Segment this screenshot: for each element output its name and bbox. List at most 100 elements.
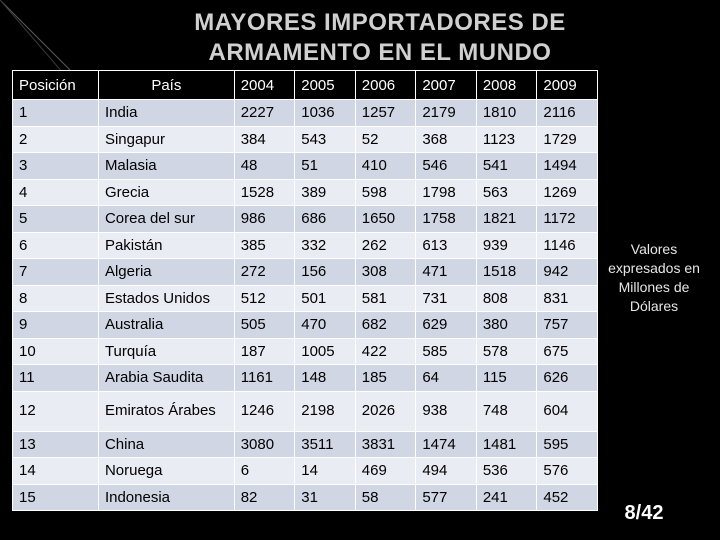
table-cell: 332 bbox=[294, 231, 356, 259]
table-cell: 1246 bbox=[233, 390, 296, 432]
table-header-row: Posición País 2004 2005 2006 2007 2008 2009 bbox=[12, 70, 598, 100]
table-cell: 585 bbox=[415, 337, 477, 365]
table-cell: Indonesia bbox=[97, 483, 235, 511]
table-cell: 12 bbox=[12, 390, 99, 432]
table-cell: 675 bbox=[536, 337, 598, 365]
table-cell: 368 bbox=[415, 125, 477, 153]
table-cell: 578 bbox=[475, 337, 538, 365]
column-header: Posición bbox=[12, 70, 99, 100]
table-body: 1 India 2227 1036 1257 2179 1810 2116 2 Singapur 3… bbox=[12, 99, 598, 511]
table-cell: 1494 bbox=[536, 152, 598, 180]
table-cell: 1650 bbox=[354, 205, 417, 233]
table-cell: 4 bbox=[12, 178, 99, 206]
table-cell: 52 bbox=[354, 125, 417, 153]
table-cell: 748 bbox=[475, 390, 538, 432]
table-cell: 31 bbox=[294, 483, 356, 511]
table-cell: 757 bbox=[536, 311, 598, 339]
table-cell: 58 bbox=[354, 483, 417, 511]
table-row: 5 Corea del sur 986 686 1650 1758 1821 1172 bbox=[12, 205, 598, 233]
table-cell: 942 bbox=[536, 258, 598, 286]
table-cell: 452 bbox=[536, 483, 598, 511]
table-cell: 682 bbox=[354, 311, 417, 339]
table-cell: 541 bbox=[475, 152, 538, 180]
table-cell: 3080 bbox=[233, 430, 296, 458]
table-cell: 262 bbox=[354, 231, 417, 259]
table-cell: 1810 bbox=[475, 99, 538, 127]
table-cell: 470 bbox=[294, 311, 356, 339]
table-cell: 385 bbox=[233, 231, 296, 259]
page-title: MAYORES IMPORTADORES DE ARMAMENTO EN EL … bbox=[194, 9, 566, 66]
table-cell: 1036 bbox=[294, 99, 356, 127]
table-cell: 501 bbox=[294, 284, 356, 312]
table-cell: 51 bbox=[294, 152, 356, 180]
importers-table: Posición País 2004 2005 2006 2007 2008 2009 1 In… bbox=[12, 70, 598, 511]
table-cell: 808 bbox=[475, 284, 538, 312]
table-cell: Turquía bbox=[97, 337, 235, 365]
table-cell: 82 bbox=[233, 483, 296, 511]
table-cell: 2026 bbox=[354, 390, 417, 432]
table-cell: 546 bbox=[415, 152, 477, 180]
table-cell: 686 bbox=[294, 205, 356, 233]
column-header: 2009 bbox=[536, 70, 598, 100]
table-cell: 13 bbox=[12, 430, 99, 458]
table-cell: 1161 bbox=[233, 364, 296, 392]
table-cell: 1528 bbox=[233, 178, 296, 206]
table-cell: Grecia bbox=[97, 178, 235, 206]
table-cell: 563 bbox=[475, 178, 538, 206]
table-cell: 626 bbox=[536, 364, 598, 392]
table-cell: 384 bbox=[233, 125, 296, 153]
table-cell: Arabia Saudita bbox=[97, 364, 235, 392]
table-cell: 543 bbox=[294, 125, 356, 153]
table-cell: 156 bbox=[294, 258, 356, 286]
table-cell: 8 bbox=[12, 284, 99, 312]
table-cell: 185 bbox=[354, 364, 417, 392]
column-header: País bbox=[97, 70, 235, 100]
table-cell: 2 bbox=[12, 125, 99, 153]
table-cell: 1146 bbox=[536, 231, 598, 259]
table-cell: 613 bbox=[415, 231, 477, 259]
table-cell: Australia bbox=[97, 311, 235, 339]
table-row: 4 Grecia 1528 389 598 1798 563 1269 bbox=[12, 178, 598, 206]
table-cell: Corea del sur bbox=[97, 205, 235, 233]
table-row: 13 China 3080 3511 3831 1474 1481 595 bbox=[12, 430, 598, 458]
table-cell: 536 bbox=[475, 457, 538, 485]
table-cell: 6 bbox=[12, 231, 99, 259]
table-cell: 1 bbox=[12, 99, 99, 127]
table-cell: 5 bbox=[12, 205, 99, 233]
table-cell: 3 bbox=[12, 152, 99, 180]
table-cell: 576 bbox=[536, 457, 598, 485]
table-cell: Pakistán bbox=[97, 231, 235, 259]
table-cell: 1123 bbox=[475, 125, 538, 153]
table-cell: 1729 bbox=[536, 125, 598, 153]
table-row: 10 Turquía 187 1005 422 585 578 675 bbox=[12, 337, 598, 365]
table-row: 6 Pakistán 385 332 262 613 939 1146 bbox=[12, 231, 598, 259]
table-cell: 187 bbox=[233, 337, 296, 365]
table-cell: 48 bbox=[233, 152, 296, 180]
table-cell: 14 bbox=[12, 457, 99, 485]
table-cell: 581 bbox=[354, 284, 417, 312]
column-header: 2005 bbox=[294, 70, 356, 100]
table-cell: China bbox=[97, 430, 235, 458]
table-cell: 494 bbox=[415, 457, 477, 485]
table-cell: 3511 bbox=[294, 430, 356, 458]
table-cell: 1758 bbox=[415, 205, 477, 233]
table-row: 2 Singapur 384 543 52 368 1123 1729 bbox=[12, 125, 598, 153]
table-cell: 1481 bbox=[475, 430, 538, 458]
table-cell: Estados Unidos bbox=[97, 284, 235, 312]
table-cell: 604 bbox=[536, 390, 598, 432]
table-cell: 1269 bbox=[536, 178, 598, 206]
table-cell: 380 bbox=[475, 311, 538, 339]
table-row: 9 Australia 505 470 682 629 380 757 bbox=[12, 311, 598, 339]
table-cell: 1005 bbox=[294, 337, 356, 365]
table-cell: 1518 bbox=[475, 258, 538, 286]
table-row: 3 Malasia 48 51 410 546 541 1494 bbox=[12, 152, 598, 180]
table-cell: 939 bbox=[475, 231, 538, 259]
column-header: 2006 bbox=[354, 70, 417, 100]
table-cell: 577 bbox=[415, 483, 477, 511]
column-header: 2008 bbox=[475, 70, 538, 100]
table-cell: 272 bbox=[233, 258, 296, 286]
table-cell: 471 bbox=[415, 258, 477, 286]
page-number: 8/42 bbox=[624, 502, 664, 524]
table-cell: Malasia bbox=[97, 152, 235, 180]
table-cell: 10 bbox=[12, 337, 99, 365]
